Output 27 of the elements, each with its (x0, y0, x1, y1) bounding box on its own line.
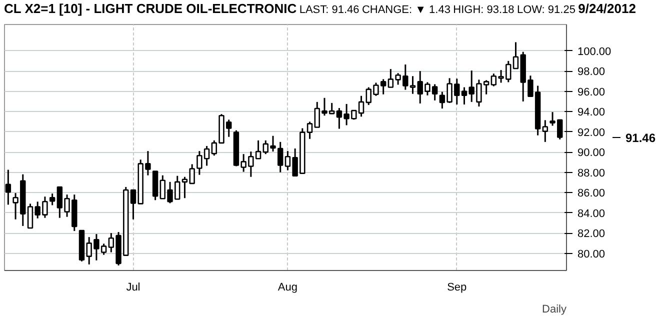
y-tick-label: 88.00 (578, 167, 606, 180)
text: LOW: 91.25 (516, 3, 576, 18)
y-tick-label: 80.00 (578, 248, 606, 260)
text: LAST: 91.46 (299, 3, 360, 18)
y-tick-label: 82.00 (578, 228, 606, 240)
candlestick (49, 192, 56, 206)
text: Daily (542, 304, 567, 316)
y-tick-label: 84.00 (578, 208, 606, 220)
x-tick-label: Aug (278, 282, 298, 294)
x-tick-label: Jul (126, 282, 140, 294)
chart-title: CL X2=1 [10] - LIGHT CRUDE OIL-ELECTRONIC (4, 0, 297, 18)
y-tick-label: 90.00 (578, 147, 606, 160)
candlestick (277, 141, 284, 174)
candlestick (306, 120, 313, 140)
y-tick-label: 86.00 (578, 188, 606, 200)
y-tick-label: 98.00 (578, 66, 606, 78)
y-tick-label: 94.00 (578, 106, 606, 119)
candlestick (542, 119, 548, 143)
y-tick-label: 100.00 (578, 46, 612, 58)
text: 91.46 (626, 130, 656, 145)
y-tick-label: 96.00 (578, 86, 606, 98)
candlestick (5, 169, 12, 206)
x-tick-label: Sep (447, 282, 467, 294)
text: 9/24/2012 (578, 0, 636, 18)
text: HIGH: 93.18 (453, 3, 514, 18)
y-tick-label: 92.00 (578, 126, 606, 139)
text: CHANGE: ▼ 1.43 (362, 3, 450, 18)
